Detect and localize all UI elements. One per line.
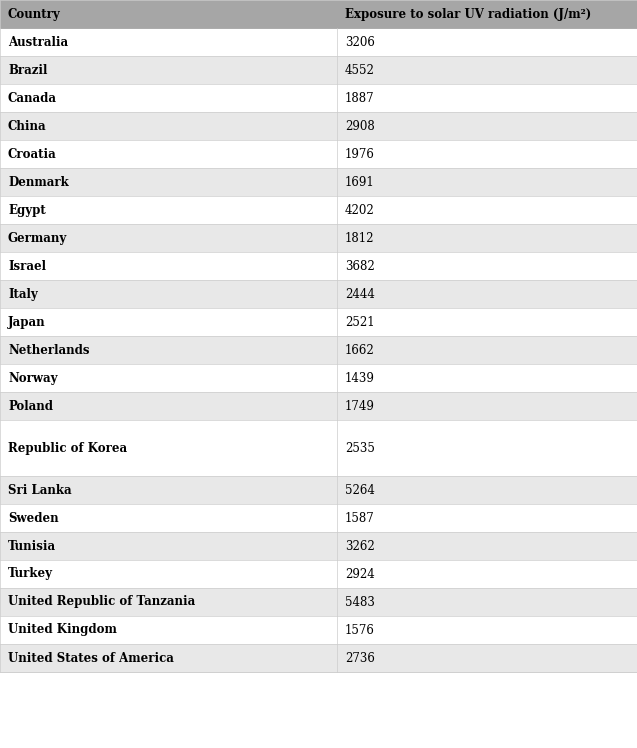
Bar xyxy=(337,28,637,56)
Text: Tunisia: Tunisia xyxy=(8,539,56,553)
Bar xyxy=(0,0,337,28)
Text: Country: Country xyxy=(8,7,61,20)
Text: Croatia: Croatia xyxy=(8,147,57,161)
Text: 2521: 2521 xyxy=(345,316,375,328)
Text: Sweden: Sweden xyxy=(8,512,59,524)
Bar xyxy=(0,56,337,84)
Bar xyxy=(337,168,637,196)
Bar xyxy=(0,420,337,476)
Text: United Kingdom: United Kingdom xyxy=(8,624,117,637)
Text: Italy: Italy xyxy=(8,287,38,301)
Text: Sri Lanka: Sri Lanka xyxy=(8,483,71,497)
Bar xyxy=(0,504,337,532)
Bar xyxy=(0,560,337,588)
Text: Brazil: Brazil xyxy=(8,64,47,76)
Bar xyxy=(0,644,337,672)
Bar xyxy=(0,392,337,420)
Text: 1662: 1662 xyxy=(345,343,375,357)
Text: Turkey: Turkey xyxy=(8,568,53,580)
Text: Netherlands: Netherlands xyxy=(8,343,90,357)
Bar xyxy=(337,252,637,280)
Bar xyxy=(0,112,337,140)
Text: Egypt: Egypt xyxy=(8,203,46,216)
Text: Norway: Norway xyxy=(8,372,57,384)
Text: 2736: 2736 xyxy=(345,652,375,664)
Text: 1887: 1887 xyxy=(345,91,375,105)
Bar xyxy=(337,504,637,532)
Bar xyxy=(0,336,337,364)
Bar xyxy=(337,84,637,112)
Bar xyxy=(337,112,637,140)
Text: 2444: 2444 xyxy=(345,287,375,301)
Text: Israel: Israel xyxy=(8,260,46,272)
Text: 4202: 4202 xyxy=(345,203,375,216)
Text: 1439: 1439 xyxy=(345,372,375,384)
Bar xyxy=(0,616,337,644)
Text: 4552: 4552 xyxy=(345,64,375,76)
Text: 5264: 5264 xyxy=(345,483,375,497)
Bar xyxy=(0,196,337,224)
Text: Republic of Korea: Republic of Korea xyxy=(8,441,127,455)
Text: 1976: 1976 xyxy=(345,147,375,161)
Text: 5483: 5483 xyxy=(345,595,375,609)
Text: Exposure to solar UV radiation (J/m²): Exposure to solar UV radiation (J/m²) xyxy=(345,7,591,20)
Bar xyxy=(337,224,637,252)
Text: 1691: 1691 xyxy=(345,176,375,188)
Text: China: China xyxy=(8,120,47,132)
Text: 1576: 1576 xyxy=(345,624,375,637)
Text: 3206: 3206 xyxy=(345,35,375,49)
Text: 2535: 2535 xyxy=(345,441,375,455)
Bar xyxy=(337,420,637,476)
Bar xyxy=(337,308,637,336)
Text: Japan: Japan xyxy=(8,316,46,328)
Text: 2908: 2908 xyxy=(345,120,375,132)
Text: Australia: Australia xyxy=(8,35,68,49)
Bar xyxy=(337,196,637,224)
Text: 3262: 3262 xyxy=(345,539,375,553)
Bar xyxy=(0,532,337,560)
Text: 2924: 2924 xyxy=(345,568,375,580)
Bar xyxy=(337,392,637,420)
Text: Denmark: Denmark xyxy=(8,176,69,188)
Text: Germany: Germany xyxy=(8,231,68,245)
Text: 3682: 3682 xyxy=(345,260,375,272)
Bar xyxy=(0,224,337,252)
Text: 1812: 1812 xyxy=(345,231,375,245)
Bar xyxy=(337,56,637,84)
Bar xyxy=(0,84,337,112)
Bar xyxy=(337,532,637,560)
Text: 1749: 1749 xyxy=(345,399,375,412)
Text: United Republic of Tanzania: United Republic of Tanzania xyxy=(8,595,196,609)
Bar xyxy=(337,588,637,616)
Text: Canada: Canada xyxy=(8,91,57,105)
Bar xyxy=(0,308,337,336)
Bar xyxy=(337,336,637,364)
Bar xyxy=(337,476,637,504)
Bar xyxy=(0,252,337,280)
Bar xyxy=(337,0,637,28)
Text: Poland: Poland xyxy=(8,399,53,412)
Bar xyxy=(0,140,337,168)
Bar xyxy=(337,140,637,168)
Text: United States of America: United States of America xyxy=(8,652,174,664)
Bar xyxy=(337,560,637,588)
Bar xyxy=(0,476,337,504)
Bar xyxy=(0,168,337,196)
Bar xyxy=(0,588,337,616)
Bar xyxy=(337,644,637,672)
Text: 1587: 1587 xyxy=(345,512,375,524)
Bar xyxy=(337,280,637,308)
Bar xyxy=(0,28,337,56)
Bar xyxy=(0,364,337,392)
Bar xyxy=(0,280,337,308)
Bar xyxy=(337,364,637,392)
Bar xyxy=(337,616,637,644)
